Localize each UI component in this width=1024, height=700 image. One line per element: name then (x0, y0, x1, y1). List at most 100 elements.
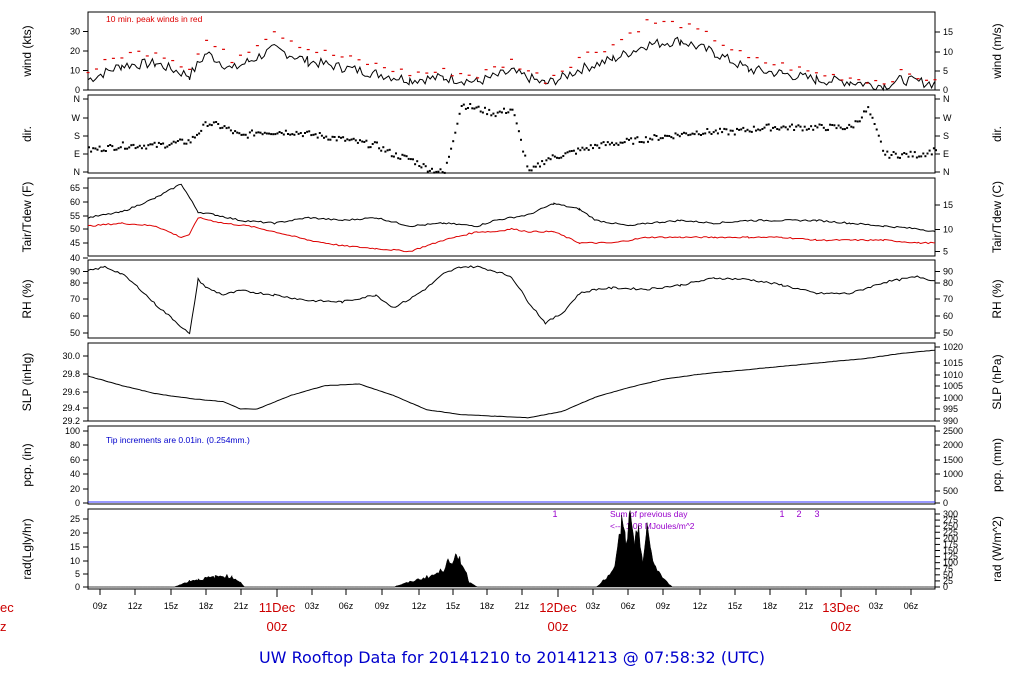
time-tick-label: 21z (234, 601, 249, 611)
dir-point (805, 128, 808, 131)
dir-point (441, 171, 444, 174)
clipped-day-sublabel: z (0, 619, 7, 634)
dir-right-tick-label: N (943, 94, 950, 104)
slp-right-tick-label: 990 (943, 416, 958, 426)
dir-point (839, 126, 842, 129)
dir-point (748, 130, 751, 133)
dir-point (765, 123, 768, 126)
rad-right-axis-label: rad (W/m^2) (990, 516, 1004, 582)
dir-point (115, 148, 118, 151)
slp-right-tick-label: 1010 (943, 370, 963, 380)
dir-point (526, 165, 529, 168)
dir-point (174, 141, 177, 144)
dir-point (899, 156, 901, 159)
dir-point (731, 129, 734, 132)
dir-point (327, 138, 330, 141)
dir-right-tick-label: W (943, 113, 952, 123)
dir-point (725, 128, 728, 131)
dir-point (132, 143, 135, 146)
rh-left-tick-label: 60 (70, 311, 80, 321)
dir-point (780, 126, 783, 129)
dir-point (884, 153, 887, 156)
dir-point (515, 122, 518, 125)
dir-point (856, 120, 859, 123)
dir-point (484, 106, 486, 109)
dir-point (585, 147, 588, 150)
dir-point (284, 129, 287, 132)
dir-point (274, 133, 277, 136)
dir-point (926, 152, 929, 155)
slp-line (87, 349, 936, 419)
rad-left-tick-label: 25 (70, 514, 80, 524)
dir-point (255, 131, 258, 134)
dir-point (471, 107, 474, 110)
dir-point (257, 131, 260, 134)
dir-point (335, 139, 338, 142)
time-tick-label: 09z (93, 601, 108, 611)
pcp-left-axis-label: pcp. (in) (20, 443, 34, 486)
dir-point (399, 157, 402, 160)
pcp-right-tick-label: 1500 (943, 455, 963, 465)
dir-point (700, 134, 702, 136)
dir-point (848, 123, 851, 126)
pcp-left-tick-label: 20 (70, 484, 80, 494)
time-tick-label: 12z (693, 601, 708, 611)
rh-right-axis-label: RH (%) (990, 279, 1004, 318)
dir-point (337, 135, 340, 138)
dir-point (570, 150, 573, 152)
pcp-tip-note: Tip increments are 0.01in. (0.254mm.) (106, 435, 250, 445)
rh-right-tick-label: 70 (943, 294, 953, 304)
dir-point (905, 152, 908, 155)
dir-point (623, 141, 626, 144)
dir-point (162, 142, 165, 145)
dir-point (295, 130, 298, 133)
dir-point (532, 165, 535, 168)
slp-right-tick-label: 1015 (943, 358, 963, 368)
dir-point (117, 147, 120, 150)
dir-point (572, 149, 575, 152)
temp-left-axis-label: Tair/Tdew (F) (20, 182, 34, 253)
dir-point (111, 145, 114, 148)
dir-point (437, 170, 440, 173)
dir-right-tick-label: S (943, 131, 949, 141)
dir-point (750, 130, 753, 133)
dir-point (386, 149, 389, 152)
dir-point (782, 125, 785, 128)
dir-point (259, 131, 262, 134)
dir-point (915, 156, 918, 159)
wind-left-tick-label: 0 (75, 85, 80, 95)
dir-point (202, 123, 205, 126)
dir-point (234, 130, 237, 133)
dir-point (238, 132, 241, 135)
dir-point (304, 132, 306, 134)
slp-left-tick-label: 30.0 (62, 351, 80, 361)
dir-point (187, 139, 190, 142)
dir-point (536, 162, 539, 165)
dir-point (130, 144, 133, 147)
pcp-left-tick-label: 60 (70, 455, 80, 465)
time-tick-label: 21z (515, 601, 530, 611)
rh-panel-frame (87, 259, 936, 339)
temp-right-tick-label: 5 (943, 247, 948, 257)
dir-point (932, 147, 935, 150)
dir-point (494, 115, 497, 118)
dir-point (721, 131, 724, 134)
dir-point (287, 133, 289, 135)
dir-point (860, 116, 863, 119)
dir-point (282, 133, 285, 136)
rad-right-tick-label: 250 (943, 521, 958, 531)
dir-point (346, 138, 349, 141)
dir-point (136, 146, 139, 149)
dir-point (558, 157, 561, 160)
dir-point (513, 114, 516, 117)
dir-point (109, 144, 112, 146)
temp-left-tick-label: 50 (70, 224, 80, 234)
dir-point (621, 141, 624, 144)
dir-point (822, 126, 825, 129)
dir-point (702, 132, 705, 135)
dir-point (852, 126, 855, 129)
day-sublabel: 00z (831, 619, 852, 634)
temp-left-tick-label: 40 (70, 253, 80, 263)
clipped-day-label: ec (0, 600, 14, 615)
dir-point (361, 140, 364, 143)
